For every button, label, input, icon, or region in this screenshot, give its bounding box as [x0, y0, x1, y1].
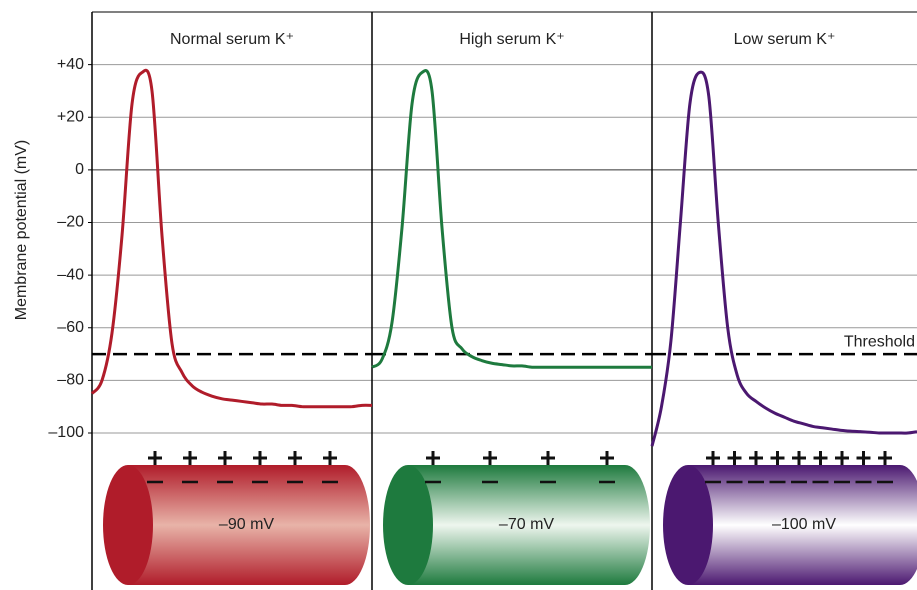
resting-potential-label: –70 mV	[499, 516, 554, 533]
plus-sign	[483, 451, 497, 465]
y-tick-label: –20	[57, 214, 84, 231]
plus-sign	[323, 451, 337, 465]
figure: Membrane potential (mV) +40 +20 0 –20 –40 –60…	[0, 0, 917, 590]
potential-curve	[92, 70, 372, 407]
plus-sign	[253, 451, 267, 465]
y-tick-label: –60	[57, 319, 84, 336]
y-tick-label: +40	[57, 56, 84, 73]
plus-sign	[183, 451, 197, 465]
y-tick-label: –40	[57, 266, 84, 283]
plus-sign	[749, 451, 763, 465]
potential-curve	[652, 72, 917, 446]
y-tick-label: –80	[57, 372, 84, 389]
plus-sign	[814, 451, 828, 465]
y-axis-label: Membrane potential (mV)	[13, 140, 30, 321]
plus-sign	[878, 451, 892, 465]
plus-sign	[771, 451, 785, 465]
plus-sign	[857, 451, 871, 465]
plus-sign	[835, 451, 849, 465]
panel-title: Normal serum K⁺	[170, 31, 294, 48]
resting-potential-label: –90 mV	[219, 516, 274, 533]
plus-sign	[288, 451, 302, 465]
plus-sign	[426, 451, 440, 465]
plus-sign	[792, 451, 806, 465]
panel-title: Low serum K⁺	[734, 31, 836, 48]
threshold-label: Threshold	[844, 333, 915, 350]
plus-sign	[728, 451, 742, 465]
y-tick-label: +20	[57, 108, 84, 125]
cylinder-end	[103, 465, 153, 585]
plus-sign	[541, 451, 555, 465]
plus-sign	[706, 451, 720, 465]
plus-sign	[218, 451, 232, 465]
plus-sign	[600, 451, 614, 465]
resting-potential-label: –100 mV	[772, 516, 836, 533]
y-tick-label: 0	[75, 161, 84, 178]
y-tick-label: –100	[48, 424, 84, 441]
panel-title: High serum K⁺	[459, 31, 564, 48]
plus-sign	[148, 451, 162, 465]
potential-curve	[372, 71, 652, 368]
